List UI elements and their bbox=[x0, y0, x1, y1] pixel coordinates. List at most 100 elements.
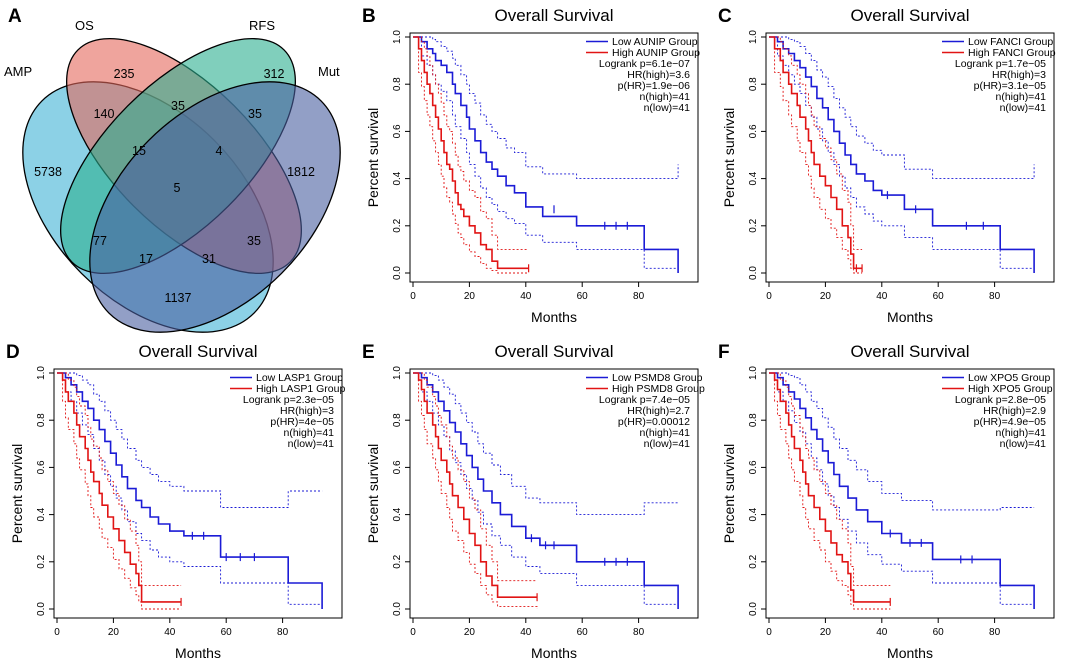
x-tick-label: 40 bbox=[520, 291, 532, 302]
survival-curve bbox=[413, 36, 529, 270]
x-tick-label: 20 bbox=[820, 627, 832, 638]
chart-title: Overall Survival bbox=[850, 6, 969, 25]
stat-text: n(high)=41 bbox=[996, 427, 1047, 439]
legend-label: Low PSMD8 Group bbox=[612, 372, 703, 384]
survival-curve bbox=[769, 36, 863, 270]
plot-frame bbox=[765, 32, 1055, 283]
venn-label-os: OS bbox=[75, 18, 94, 33]
x-tick-label: 40 bbox=[164, 627, 176, 638]
ci-upper-line bbox=[413, 36, 529, 250]
venn-label-mut: Mut bbox=[318, 64, 340, 79]
ci-upper-line bbox=[769, 372, 1035, 511]
x-tick-label: 80 bbox=[633, 291, 645, 302]
stat-text: n(low)=41 bbox=[644, 102, 691, 114]
x-tick-label: 60 bbox=[577, 627, 589, 638]
x-axis-label: Months bbox=[887, 645, 933, 661]
venn-label-rfs: RFS bbox=[249, 18, 275, 33]
stat-text: p(HR)=1.9e−06 bbox=[618, 80, 691, 92]
venn-count-amp-os-rfs: 15 bbox=[132, 144, 146, 158]
x-tick-label: 60 bbox=[933, 291, 945, 302]
y-tick-label: 0.6 bbox=[748, 460, 759, 474]
stat-text: n(low)=41 bbox=[288, 438, 335, 450]
x-tick-label: 0 bbox=[410, 291, 416, 302]
stat-text: n(high)=41 bbox=[640, 427, 691, 439]
x-tick-label: 20 bbox=[464, 627, 476, 638]
legend-label: High AUNIP Group bbox=[612, 47, 700, 59]
x-tick-label: 0 bbox=[410, 627, 416, 638]
legend-label: High FANCI Group bbox=[968, 47, 1056, 59]
y-tick-label: 0.2 bbox=[748, 218, 759, 232]
y-tick-label: 1.0 bbox=[748, 30, 759, 44]
venn-ellipses bbox=[22, 38, 341, 333]
legend-label: Low FANCI Group bbox=[968, 36, 1053, 48]
venn-count-os-mut: 35 bbox=[247, 234, 261, 248]
x-tick-label: 40 bbox=[876, 291, 888, 302]
series-high bbox=[413, 372, 538, 609]
survival-curve bbox=[413, 36, 679, 273]
stat-text: HR(high)=3.6 bbox=[627, 69, 690, 81]
stat-text: Logrank p=1.7e−05 bbox=[955, 58, 1046, 70]
venn-counts: 235 312 140 35 35 5738 15 4 1812 5 77 35… bbox=[34, 67, 315, 305]
x-tick-label: 40 bbox=[876, 627, 888, 638]
plot-frame bbox=[409, 32, 699, 283]
y-tick-label: 1.0 bbox=[36, 366, 47, 380]
venn-count-amp-rfs-mut: 17 bbox=[139, 252, 153, 266]
y-tick-label: 0.0 bbox=[748, 266, 759, 280]
ci-upper-line bbox=[769, 372, 891, 586]
y-tick-label: 0.8 bbox=[392, 413, 403, 427]
series-low bbox=[769, 372, 1035, 609]
survival-curve bbox=[769, 36, 1035, 273]
series-high bbox=[769, 372, 891, 610]
panel-label-a: A bbox=[8, 6, 22, 27]
x-tick-label: 60 bbox=[933, 627, 945, 638]
y-tick-label: 0.2 bbox=[748, 554, 759, 568]
series-low bbox=[57, 372, 323, 609]
legend-label: Low XPO5 Group bbox=[968, 372, 1050, 384]
survival-curve bbox=[769, 372, 891, 603]
series-high bbox=[57, 372, 182, 610]
stat-text: n(high)=41 bbox=[284, 427, 335, 439]
x-tick-label: 80 bbox=[633, 627, 645, 638]
y-tick-label: 0.4 bbox=[392, 507, 403, 521]
venn-count-all: 5 bbox=[174, 181, 181, 195]
x-tick-label: 20 bbox=[108, 627, 120, 638]
venn-count-os: 235 bbox=[114, 67, 135, 81]
ci-upper-line bbox=[413, 36, 679, 180]
y-tick-label: 1.0 bbox=[392, 366, 403, 380]
legend-label: Low LASP1 Group bbox=[256, 372, 343, 384]
ci-upper-line bbox=[413, 372, 538, 582]
x-tick-label: 60 bbox=[221, 627, 233, 638]
x-axis-label: Months bbox=[175, 645, 221, 661]
stat-text: p(HR)=0.00012 bbox=[618, 416, 690, 428]
survival-curve bbox=[413, 372, 679, 609]
panel-label: F bbox=[718, 342, 730, 363]
stat-text: n(low)=41 bbox=[1000, 438, 1047, 450]
venn-count-rfs-mut: 35 bbox=[248, 107, 262, 121]
y-tick-label: 0.0 bbox=[392, 266, 403, 280]
km-panel-e: E Overall Survival 0 20 40 60 80 0.0 0.2 0.4 0.6 0.… bbox=[362, 342, 705, 661]
chart-title: Overall Survival bbox=[494, 342, 613, 361]
survival-curve bbox=[57, 372, 323, 609]
stat-text: n(high)=41 bbox=[996, 91, 1047, 103]
chart-title: Overall Survival bbox=[138, 342, 257, 361]
x-axis-label: Months bbox=[531, 645, 577, 661]
km-panel-c: C Overall Survival 0 20 40 60 80 0.0 0.2 0.4 0.6 0.… bbox=[718, 6, 1056, 325]
x-tick-label: 60 bbox=[577, 291, 589, 302]
plot-frame bbox=[53, 368, 343, 619]
y-tick-label: 0.0 bbox=[748, 602, 759, 616]
stat-text: p(HR)=4.9e−05 bbox=[974, 416, 1047, 428]
stat-text: n(high)=41 bbox=[640, 91, 691, 103]
x-tick-label: 80 bbox=[989, 627, 1001, 638]
legend-label: High PSMD8 Group bbox=[612, 383, 705, 395]
y-tick-label: 1.0 bbox=[748, 366, 759, 380]
ci-lower-line bbox=[413, 36, 679, 273]
x-tick-label: 0 bbox=[766, 291, 772, 302]
venn-count-amp-os: 140 bbox=[94, 107, 115, 121]
venn-ellipse-mut bbox=[89, 81, 341, 333]
y-axis-label: Percent survival bbox=[365, 108, 381, 208]
venn-count-os-rfs-mut: 4 bbox=[216, 144, 223, 158]
stat-text: n(low)=41 bbox=[644, 438, 691, 450]
panel-label: C bbox=[718, 6, 732, 27]
plot-frame bbox=[765, 368, 1055, 619]
